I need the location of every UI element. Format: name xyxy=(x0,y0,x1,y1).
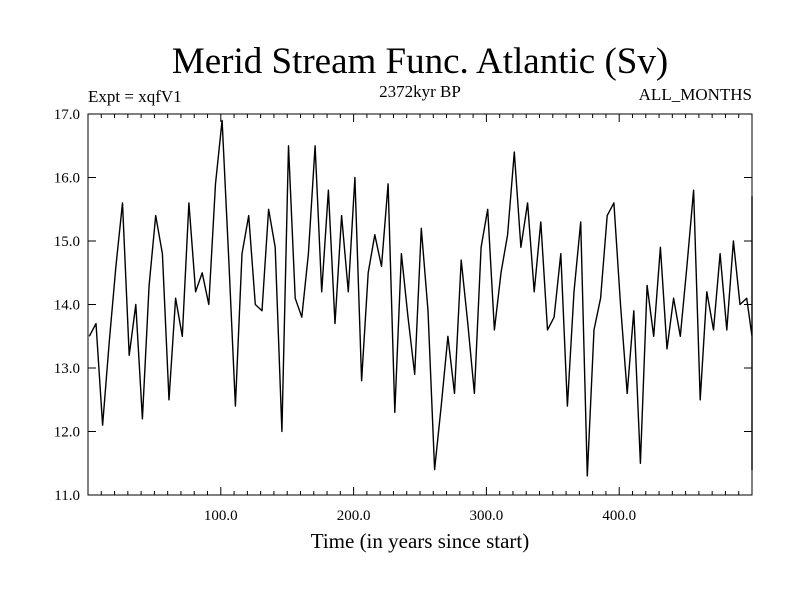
plot-area-frame xyxy=(87,113,753,496)
y-tick-label: 13.0 xyxy=(54,361,80,377)
x-tick-label: 400.0 xyxy=(602,508,636,524)
y-tick-label: 11.0 xyxy=(54,488,80,504)
chart-subtitle-right: ALL_MONTHS xyxy=(639,85,752,104)
chart-subtitle-center: 2372kyr BP xyxy=(379,82,461,101)
x-tick-label: 200.0 xyxy=(337,508,371,524)
y-axis-ticks: 11.0 12.0 13.0 14.0 15.0 16.0 17.0 xyxy=(54,107,752,504)
y-tick-label: 17.0 xyxy=(54,107,80,123)
y-tick-label: 14.0 xyxy=(54,298,80,314)
y-tick-label: 12.0 xyxy=(54,425,80,441)
x-axis-label: Time (in years since start) xyxy=(311,529,530,553)
y-tick-label: 15.0 xyxy=(54,234,80,250)
chart-title: Merid Stream Func. Atlantic (Sv) xyxy=(172,41,668,82)
series-line xyxy=(88,119,753,477)
y-tick-label: 16.0 xyxy=(54,171,80,187)
x-axis-ticks: 100.0 200.0 300.0 400.0 xyxy=(100,114,740,524)
x-tick-label: 100.0 xyxy=(204,508,238,524)
chart-subtitle-left: Expt = xqfV1 xyxy=(88,87,182,106)
x-tick-label: 300.0 xyxy=(470,508,504,524)
